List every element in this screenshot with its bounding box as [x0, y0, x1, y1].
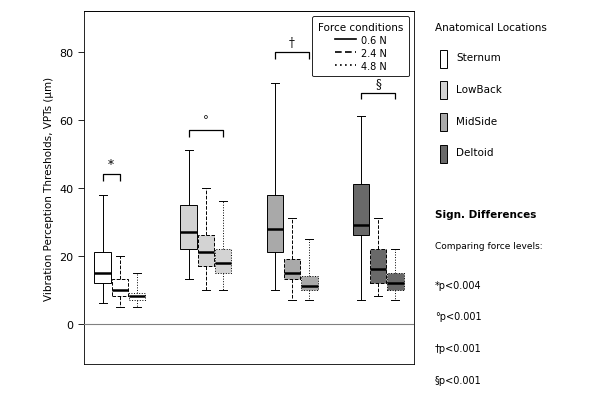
PathPatch shape — [129, 293, 145, 300]
Text: *: * — [108, 159, 114, 172]
Text: *p<0.004: *p<0.004 — [434, 280, 481, 290]
Text: °p<0.001: °p<0.001 — [434, 312, 481, 322]
Text: §p<0.001: §p<0.001 — [434, 375, 481, 385]
PathPatch shape — [181, 205, 197, 249]
PathPatch shape — [198, 236, 214, 266]
Text: Sign. Differences: Sign. Differences — [434, 209, 536, 220]
Bar — [440, 114, 447, 132]
PathPatch shape — [284, 260, 300, 280]
Text: °: ° — [203, 115, 209, 128]
PathPatch shape — [301, 276, 317, 290]
PathPatch shape — [353, 185, 369, 236]
PathPatch shape — [370, 249, 386, 283]
Text: †: † — [289, 37, 295, 50]
PathPatch shape — [94, 253, 111, 283]
Text: Sternum: Sternum — [456, 53, 500, 63]
PathPatch shape — [266, 195, 283, 253]
PathPatch shape — [112, 280, 128, 297]
Text: Anatomical Locations: Anatomical Locations — [434, 23, 547, 33]
Bar — [440, 146, 447, 164]
Text: MidSide: MidSide — [456, 116, 497, 126]
Legend: 0.6 N, 2.4 N, 4.8 N: 0.6 N, 2.4 N, 4.8 N — [312, 17, 409, 77]
Text: †p<0.001: †p<0.001 — [434, 343, 481, 353]
Text: §: § — [375, 78, 381, 91]
Y-axis label: Vibration Perception Thresholds, VPTs (μm): Vibration Perception Thresholds, VPTs (μ… — [44, 77, 54, 300]
PathPatch shape — [387, 273, 404, 290]
PathPatch shape — [215, 249, 232, 273]
Text: LowBack: LowBack — [456, 85, 502, 95]
Bar — [440, 51, 447, 68]
Text: Deltoid: Deltoid — [456, 148, 493, 158]
Text: Comparing force levels:: Comparing force levels: — [434, 241, 542, 250]
Bar — [440, 82, 447, 100]
